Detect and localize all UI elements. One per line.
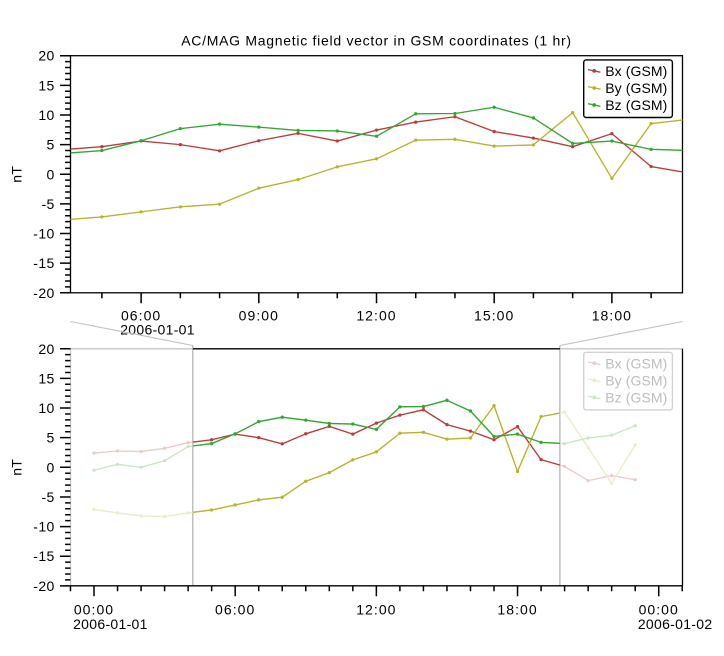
svg-text:15: 15 (38, 77, 54, 93)
svg-text:12:00: 12:00 (356, 602, 396, 618)
svg-text:12:00: 12:00 (356, 307, 396, 323)
svg-text:2006-01-01: 2006-01-01 (120, 322, 195, 338)
svg-text:5: 5 (47, 137, 55, 153)
svg-text:10: 10 (38, 107, 54, 123)
svg-text:By (GSM): By (GSM) (605, 80, 667, 96)
svg-text:00:00: 00:00 (74, 602, 114, 618)
svg-text:18:00: 18:00 (592, 307, 632, 323)
svg-text:By (GSM): By (GSM) (605, 373, 667, 389)
svg-text:-20: -20 (33, 285, 55, 301)
svg-text:20: 20 (38, 48, 54, 64)
svg-text:18:00: 18:00 (497, 602, 537, 618)
svg-text:20: 20 (38, 341, 54, 357)
svg-text:2006-01-02: 2006-01-02 (638, 616, 713, 632)
svg-text:00:00: 00:00 (639, 602, 679, 618)
svg-text:Bz (GSM): Bz (GSM) (605, 390, 667, 406)
svg-text:AC/MAG Magnetic field vector: AC/MAG Magnetic field vector in GSM coor… (181, 32, 572, 48)
svg-text:06:00: 06:00 (215, 602, 255, 618)
svg-text:15: 15 (38, 370, 54, 386)
svg-text:-15: -15 (33, 548, 55, 564)
svg-text:nT: nT (9, 166, 25, 183)
svg-text:06:00: 06:00 (121, 307, 161, 323)
svg-text:Bx (GSM): Bx (GSM) (605, 356, 667, 372)
svg-text:nT: nT (9, 459, 25, 476)
svg-text:15:00: 15:00 (474, 307, 514, 323)
svg-text:-15: -15 (33, 255, 55, 271)
svg-text:2006-01-01: 2006-01-01 (73, 616, 148, 632)
svg-text:-10: -10 (33, 519, 55, 535)
svg-text:Bz (GSM): Bz (GSM) (605, 97, 667, 113)
svg-text:0: 0 (47, 166, 55, 182)
svg-text:5: 5 (47, 430, 55, 446)
svg-text:-5: -5 (41, 489, 54, 505)
svg-text:-20: -20 (33, 578, 55, 594)
svg-text:-5: -5 (41, 196, 54, 212)
svg-text:Bx (GSM): Bx (GSM) (605, 63, 667, 79)
svg-text:-10: -10 (33, 226, 55, 242)
svg-text:09:00: 09:00 (239, 307, 279, 323)
svg-text:10: 10 (38, 400, 54, 416)
svg-text:0: 0 (47, 459, 55, 475)
